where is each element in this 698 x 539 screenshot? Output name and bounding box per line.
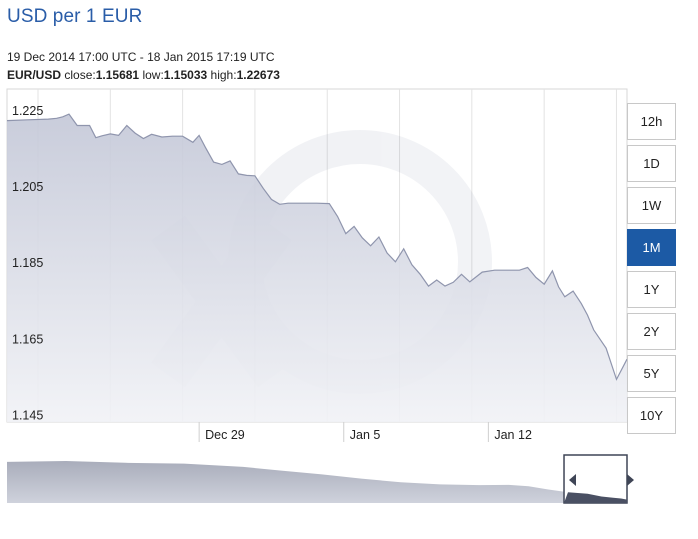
range-button-12h[interactable]: 12h — [627, 103, 676, 140]
navigator-left-handle[interactable] — [569, 474, 576, 486]
x-axis: Dec 29 Jan 5 Jan 12 — [198, 422, 532, 442]
low-label: low: — [142, 68, 164, 82]
price-line — [6, 113, 628, 381]
navigator-right-handle[interactable] — [627, 474, 634, 486]
range-button-group: 12h 1D 1W 1M 1Y 2Y 5Y 10Y — [627, 103, 676, 439]
y-tick-label: 1.145 — [12, 408, 43, 422]
x-tick-label: Jan 5 — [350, 428, 381, 442]
date-range: 19 Dec 2014 17:00 UTC - 18 Jan 2015 17:1… — [7, 50, 275, 64]
x-tick-label: Jan 12 — [494, 428, 532, 442]
range-button-10y[interactable]: 10Y — [627, 397, 676, 434]
chart-title: USD per 1 EUR — [7, 6, 143, 27]
y-tick-label: 1.185 — [12, 256, 43, 270]
range-button-5y[interactable]: 5Y — [627, 355, 676, 392]
range-button-1d[interactable]: 1D — [627, 145, 676, 182]
y-axis: 1.225 1.205 1.185 1.165 1.145 — [12, 104, 43, 422]
price-area — [7, 114, 627, 422]
navigator[interactable] — [7, 454, 634, 504]
stats-line: EUR/USD close:1.15681 low:1.15033 high:1… — [7, 68, 280, 82]
y-tick-label: 1.225 — [12, 104, 43, 118]
y-tick-label: 1.205 — [12, 180, 43, 194]
range-button-2y[interactable]: 2Y — [627, 313, 676, 350]
close-label: close: — [64, 68, 96, 82]
range-button-1y[interactable]: 1Y — [627, 271, 676, 308]
range-button-1w[interactable]: 1W — [627, 187, 676, 224]
navigator-window-area — [564, 492, 627, 503]
y-tick-label: 1.165 — [12, 332, 43, 346]
close-value: 1.15681 — [95, 68, 140, 82]
high-value: 1.22673 — [236, 68, 280, 82]
navigator-area — [7, 461, 627, 503]
x-tick-label: Dec 29 — [205, 428, 245, 442]
range-button-1m[interactable]: 1M — [627, 229, 676, 266]
high-label: high: — [210, 68, 237, 82]
low-value: 1.15033 — [163, 68, 208, 82]
pair-label: EUR/USD — [7, 68, 62, 82]
